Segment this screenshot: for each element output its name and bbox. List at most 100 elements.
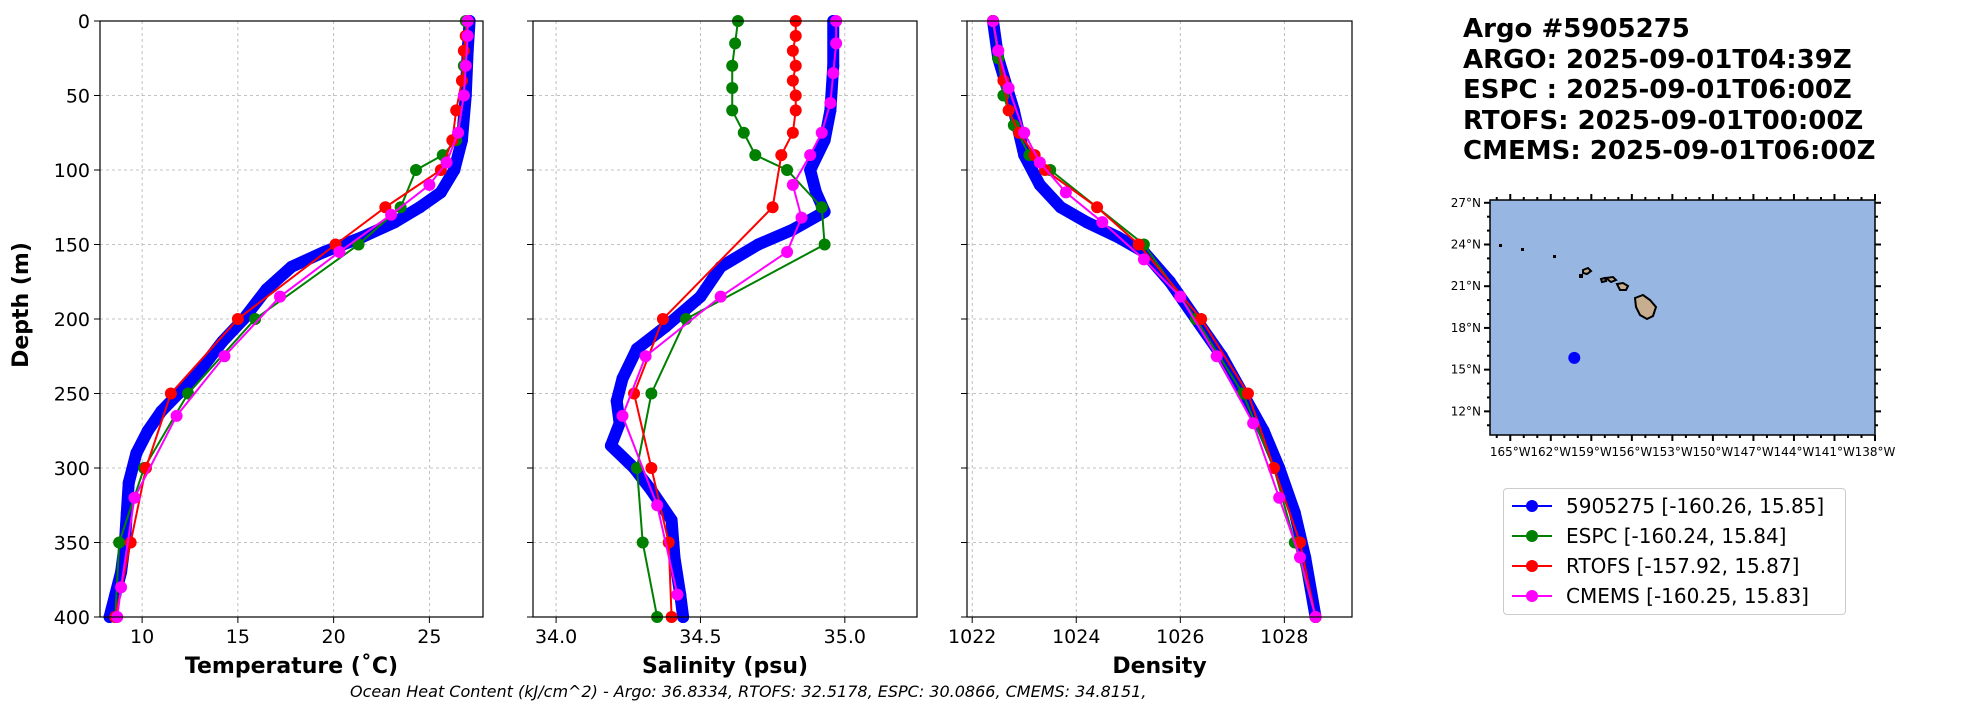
data-point — [815, 201, 828, 214]
data-point — [737, 126, 750, 139]
series-cmems — [111, 15, 474, 623]
legend-item-argo: 5905275 [-160.26, 15.85] — [1504, 491, 1824, 521]
data-point — [457, 44, 470, 57]
data-point — [218, 350, 231, 363]
big-island — [1633, 293, 1658, 321]
data-point — [423, 178, 436, 191]
map-lon-label: 138°W — [1855, 445, 1896, 459]
data-point — [1096, 216, 1109, 229]
data-point — [1241, 387, 1254, 400]
data-point — [1054, 201, 1067, 214]
y-tick-label: 300 — [54, 458, 90, 480]
x-tick-label: 1022 — [948, 626, 996, 648]
legend-marker-icon — [1526, 590, 1538, 602]
data-point — [1293, 536, 1306, 549]
data-point — [385, 208, 398, 221]
data-point — [459, 59, 472, 72]
legend-label: RTOFS [-157.92, 15.87] — [1566, 554, 1800, 578]
data-point — [164, 387, 177, 400]
data-point — [630, 342, 643, 355]
niihau-island — [1579, 274, 1583, 278]
map-lat-label: 27°N — [1451, 196, 1481, 210]
data-point — [766, 201, 779, 214]
map-lat-label: 24°N — [1451, 237, 1481, 251]
data-point — [409, 164, 422, 176]
atoll-3 — [1553, 255, 1556, 258]
data-point — [1002, 82, 1015, 95]
data-point — [616, 409, 629, 422]
x-axis-label: Density — [1112, 654, 1206, 679]
x-tick-label: 10 — [130, 626, 154, 648]
data-point — [413, 201, 426, 214]
x-tick-label: 1026 — [1156, 626, 1204, 648]
data-point — [789, 59, 802, 72]
x-tick-label: 15 — [226, 626, 250, 648]
data-point — [1137, 253, 1150, 266]
data-point — [656, 313, 669, 325]
data-point — [1033, 156, 1046, 169]
data-point — [1273, 491, 1286, 504]
x-tick-label: 34.5 — [679, 626, 721, 648]
data-point — [1018, 126, 1031, 139]
y-tick-label: 250 — [54, 384, 90, 406]
data-point — [815, 126, 828, 139]
data-point — [651, 499, 664, 512]
ocean-heat-content-caption: Ocean Heat Content (kJ/cm^2) - Argo: 36.… — [350, 682, 1147, 701]
data-point — [992, 44, 1005, 57]
data-point — [818, 238, 831, 251]
data-point — [726, 104, 739, 117]
map-lon-label: 147°W — [1733, 445, 1774, 459]
data-point — [781, 164, 794, 176]
data-point — [645, 387, 658, 400]
data-point — [1080, 216, 1093, 229]
data-point — [170, 409, 183, 422]
x-axis-label: Salinity (psu) — [642, 654, 808, 679]
y-tick-label: 0 — [78, 11, 90, 33]
y-tick-label: 50 — [66, 86, 90, 108]
x-tick-label: 35.0 — [824, 626, 866, 648]
data-point — [141, 424, 154, 437]
panel-1: 10 15 20 25050100150200250300350400Temperat… — [54, 11, 484, 679]
data-point — [789, 29, 802, 42]
data-point — [665, 514, 678, 527]
data-point — [714, 290, 727, 303]
data-point — [789, 89, 802, 102]
y-tick-label: 350 — [54, 533, 90, 555]
data-point — [775, 149, 788, 162]
data-point — [1002, 104, 1015, 117]
x-tick-label: 25 — [417, 626, 441, 648]
map-lon-label: 141°W — [1814, 445, 1855, 459]
kauai-island — [1582, 266, 1593, 276]
hawaii-islands — [1499, 244, 1658, 321]
series-rtofs — [628, 15, 802, 623]
data-point — [610, 394, 623, 407]
series-cmems — [616, 15, 843, 601]
data-point — [786, 44, 799, 57]
data-point — [639, 350, 652, 363]
y-axis-label: Depth (m) — [9, 242, 34, 368]
data-point — [1091, 201, 1104, 214]
title-argo-time: ARGO: 2025-09-01T04:39Z — [1463, 44, 1852, 75]
x-tick-label: 1024 — [1052, 626, 1100, 648]
data-point — [749, 149, 762, 162]
location-map: 165°W 162°W 159°W 156°W 153°W 150°W 147°W 144°W… — [1451, 194, 1896, 459]
data-point — [781, 245, 794, 258]
legend-marker-icon — [1526, 560, 1538, 572]
series-espc — [109, 15, 472, 623]
legend-label: ESPC [-160.24, 15.84] — [1566, 524, 1787, 548]
data-point — [434, 186, 447, 199]
title-argo-id: Argo #5905275 — [1463, 14, 1690, 44]
data-point — [1174, 290, 1187, 303]
data-point — [333, 245, 346, 258]
x-axis-label: Temperature (˚C) — [185, 654, 398, 679]
map-lon-label: 144°W — [1774, 445, 1815, 459]
map-lat-label: 12°N — [1451, 404, 1481, 418]
series-espc — [630, 15, 831, 623]
legend-label: CMEMS [-160.25, 15.83] — [1566, 584, 1809, 608]
data-point — [113, 536, 126, 549]
legend-marker-icon — [1526, 530, 1538, 542]
data-point — [830, 37, 843, 50]
data-point — [1195, 313, 1208, 325]
data-point — [1293, 551, 1306, 564]
data-point — [786, 74, 799, 87]
